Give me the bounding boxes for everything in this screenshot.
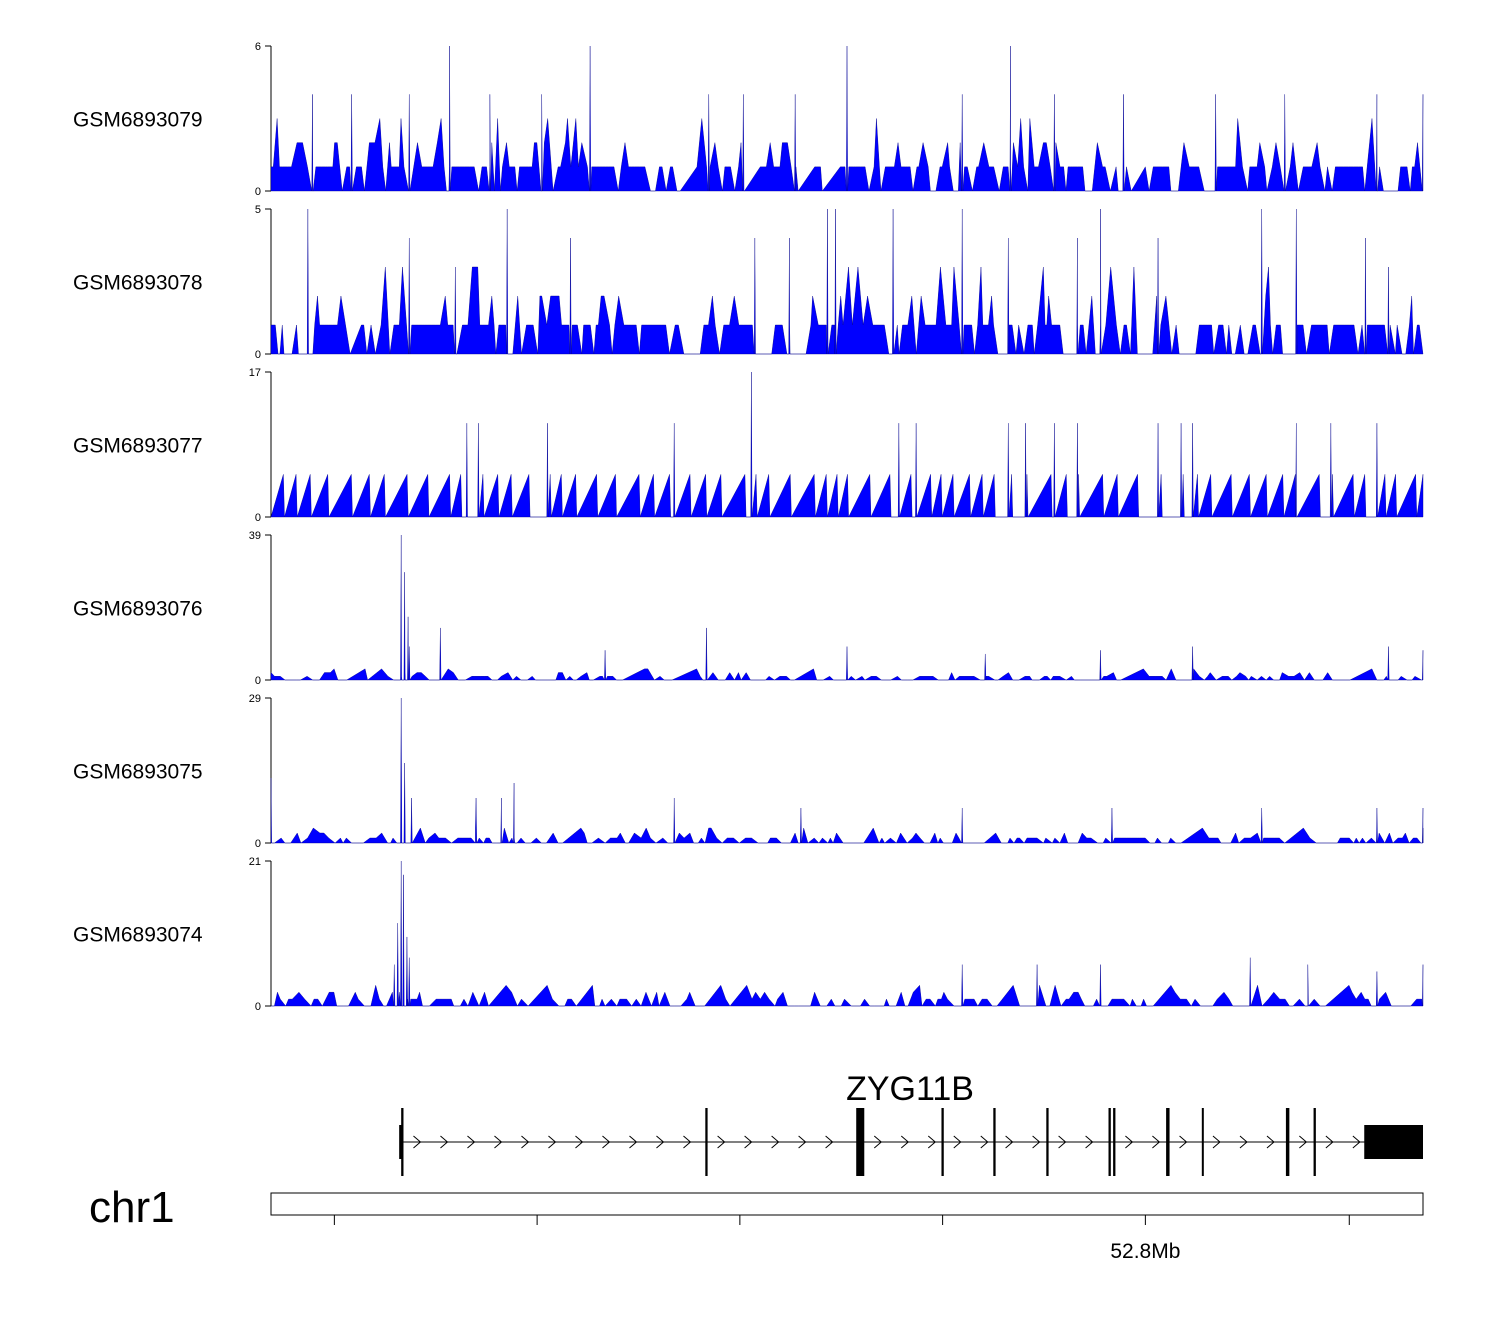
strand-arrow <box>1058 1135 1067 1149</box>
track-label: GSM6893078 <box>73 272 203 295</box>
data-tracks: GSM689307960GSM689307850GSM6893077170GSM… <box>73 41 1424 1013</box>
strand-arrow <box>717 1135 726 1149</box>
strand-arrow <box>798 1135 807 1149</box>
strand-arrow <box>683 1135 692 1149</box>
strand-arrow <box>1325 1135 1334 1149</box>
y-min-label: 0 <box>255 838 261 850</box>
strand-arrow <box>1239 1135 1248 1149</box>
exon-4 <box>941 1108 944 1176</box>
y-min-label: 0 <box>255 675 261 687</box>
exon-3 <box>856 1108 865 1176</box>
track-label: GSM6893076 <box>73 598 203 621</box>
track-GSM6893078: GSM6893078 5 0 <box>73 204 1424 361</box>
y-max-label: 5 <box>255 204 261 216</box>
strand-arrow <box>467 1135 476 1149</box>
exon-13 <box>1364 1125 1423 1159</box>
strand-arrow <box>413 1135 422 1149</box>
strand-arrow <box>927 1135 937 1149</box>
signal-area <box>270 45 1424 192</box>
y-max-label: 29 <box>249 693 261 705</box>
signal-area <box>271 860 1424 1007</box>
signal-area <box>270 208 1424 355</box>
chromosome-bar <box>270 1192 1424 1216</box>
strand-arrow <box>602 1135 611 1149</box>
y-max-label: 17 <box>249 367 261 379</box>
strand-arrow <box>825 1135 834 1149</box>
gene-track: ZYG11B <box>399 1070 1423 1176</box>
strand-arrow <box>440 1135 449 1149</box>
chromosome-label: chr1 <box>89 1183 175 1232</box>
gene-exons <box>399 1108 1423 1176</box>
exon-11 <box>1285 1108 1290 1176</box>
strand-arrow <box>771 1135 780 1149</box>
track-GSM6893077: GSM6893077 17 0 <box>73 367 1424 524</box>
genome-axis: 52.8Mb <box>333 1215 1350 1263</box>
strand-arrow <box>1212 1135 1221 1149</box>
strand-arrow <box>1352 1135 1361 1149</box>
exon-12 <box>1313 1108 1316 1176</box>
strand-arrow <box>656 1135 665 1149</box>
strand-arrows <box>413 1135 1361 1149</box>
strand-arrow <box>900 1135 910 1149</box>
track-GSM6893074: GSM6893074 21 0 <box>73 856 1424 1013</box>
strand-arrow <box>494 1135 503 1149</box>
exon-6 <box>1046 1108 1049 1176</box>
strand-arrow <box>1179 1135 1188 1149</box>
y-max-label: 21 <box>249 856 261 868</box>
strand-arrow <box>1032 1135 1041 1149</box>
track-label: GSM6893079 <box>73 109 203 132</box>
strand-arrow <box>980 1135 989 1149</box>
strand-arrow <box>575 1135 584 1149</box>
strand-arrow <box>1125 1135 1134 1149</box>
strand-arrow <box>548 1135 557 1149</box>
strand-arrow <box>873 1135 883 1149</box>
exon-5 <box>993 1108 996 1176</box>
strand-arrow <box>744 1135 753 1149</box>
exon-1-utr <box>399 1125 403 1159</box>
track-label: GSM6893077 <box>73 435 203 458</box>
y-min-label: 0 <box>255 1001 261 1013</box>
track-GSM6893075: GSM6893075 29 0 <box>73 693 1424 850</box>
y-min-label: 0 <box>255 349 261 361</box>
exon-1 <box>401 1108 404 1176</box>
signal-area <box>270 534 1424 681</box>
strand-arrow <box>1005 1135 1014 1149</box>
y-min-label: 0 <box>255 512 261 524</box>
strand-arrow <box>1299 1135 1308 1149</box>
y-max-label: 6 <box>255 41 261 53</box>
strand-arrow <box>1085 1135 1094 1149</box>
track-label: GSM6893075 <box>73 761 203 784</box>
axis-ticks <box>333 1215 1350 1225</box>
track-GSM6893076: GSM6893076 39 0 <box>73 530 1424 687</box>
signal-area <box>270 697 1424 844</box>
exon-8 <box>1113 1108 1116 1176</box>
exon-2 <box>705 1108 708 1176</box>
track-label: GSM6893074 <box>73 924 203 947</box>
exon-9 <box>1166 1108 1170 1176</box>
y-min-label: 0 <box>255 186 261 198</box>
axis-major-label: 52.8Mb <box>1110 1240 1180 1263</box>
strand-arrow <box>1266 1135 1275 1149</box>
track-GSM6893079: GSM6893079 6 0 <box>73 41 1424 198</box>
exon-10 <box>1201 1108 1204 1176</box>
y-max-label: 39 <box>249 530 261 542</box>
strand-arrow <box>1152 1135 1161 1149</box>
strand-arrow <box>629 1135 638 1149</box>
strand-arrow <box>521 1135 530 1149</box>
chromosome-ideogram: chr1 <box>89 1183 1424 1232</box>
strand-arrow <box>953 1135 962 1149</box>
gene-label: ZYG11B <box>846 1070 974 1108</box>
signal-area <box>270 371 1424 518</box>
exon-7 <box>1108 1108 1111 1176</box>
